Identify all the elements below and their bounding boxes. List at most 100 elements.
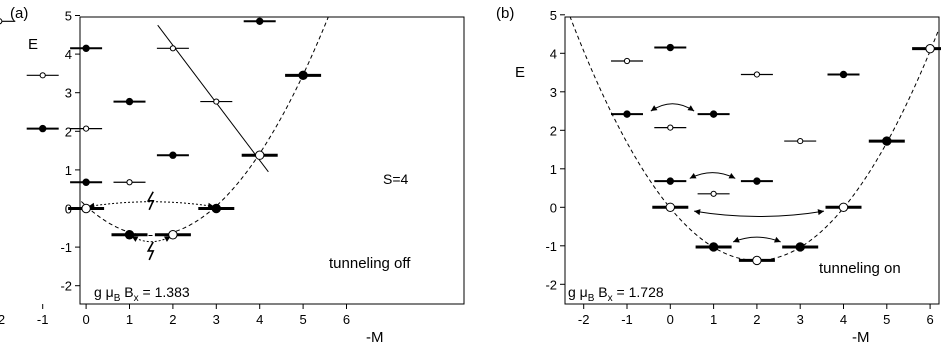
blocked-mark <box>146 191 155 211</box>
panel-b-label: (b) <box>496 5 514 22</box>
energy-level-point <box>168 230 178 240</box>
y-tick-label: 5 <box>65 9 72 24</box>
energy-level-point <box>211 203 222 214</box>
y-tick-label: 3 <box>65 86 72 101</box>
panel-b-ylabel: E <box>515 64 525 81</box>
x-tick-label: 2 <box>169 312 176 327</box>
panel-a-xlabel: -M <box>366 329 384 345</box>
panel-b-xlabel: -M <box>852 329 870 345</box>
energy-level-point <box>124 230 135 240</box>
spin-s4-line <box>157 24 269 173</box>
x-tick-label: 5 <box>299 312 306 327</box>
energy-level-point <box>39 124 47 133</box>
energy-level-point <box>665 202 675 213</box>
plot-frame <box>79 16 465 305</box>
tunneling-arc <box>694 210 825 218</box>
energy-level-point <box>666 43 674 52</box>
energy-level-point <box>125 97 134 106</box>
energy-level-point <box>0 18 3 25</box>
panel-a-curves <box>80 17 329 261</box>
panel-a-field-value: g μB Bx = 1.383 <box>94 284 190 304</box>
x-tick-label: 4 <box>256 312 263 327</box>
x-tick-label: -2 <box>0 312 5 327</box>
energy-level-point <box>39 72 46 79</box>
x-tick-label: 1 <box>126 312 133 327</box>
arrowhead <box>650 105 658 112</box>
y-tick-label: 3 <box>550 85 557 100</box>
energy-level-point <box>925 43 935 54</box>
panel-a-annotation: tunneling off <box>329 255 411 272</box>
arrowhead <box>728 173 736 179</box>
y-tick-label: -1 <box>60 240 72 255</box>
panel-a-ylabel: E <box>28 36 38 53</box>
arrowhead <box>689 173 697 179</box>
panel-b-curves <box>569 17 939 261</box>
x-tick-label: -1 <box>621 312 633 327</box>
panel-a-levels <box>0 17 322 240</box>
x-tick-label: 0 <box>82 312 89 327</box>
x-tick-label: 6 <box>343 312 350 327</box>
x-tick-label: 3 <box>213 312 220 327</box>
y-tick-label: 5 <box>550 8 557 23</box>
energy-level-point <box>667 124 674 131</box>
arrowhead <box>694 209 701 216</box>
energy-level-point <box>623 110 631 118</box>
x-tick-label: 6 <box>926 312 933 327</box>
x-tick-label: 5 <box>883 312 890 327</box>
energy-level-point <box>797 137 804 145</box>
energy-level-point <box>256 17 264 25</box>
energy-level-point <box>753 71 761 78</box>
panel-b-annotation: tunneling on <box>819 260 901 277</box>
panel-b: (b) E -M -2 -1 0 1 2 3 4 5 6 -2 -1 0 1 2 3 4 5 tunneling… <box>496 5 941 345</box>
energy-level-point <box>255 150 265 160</box>
x-tick-label: -1 <box>37 312 49 327</box>
y-tick-label: 2 <box>65 124 72 139</box>
arrowhead <box>774 236 781 243</box>
x-tick-label: 2 <box>753 312 760 327</box>
energy-level-point <box>709 110 718 118</box>
x-tick-label: 4 <box>840 312 847 327</box>
arrowhead <box>817 209 825 216</box>
plot-frame <box>564 16 940 305</box>
y-tick-label: 1 <box>65 163 72 178</box>
arrowhead <box>131 236 139 242</box>
energy-level-point <box>83 125 90 132</box>
tunneling-arc <box>88 201 215 208</box>
panel-b-levels <box>611 43 941 266</box>
parabola-curve <box>569 17 939 261</box>
panel-a-spin-label: S=4 <box>383 171 409 187</box>
tunneling-arc <box>689 172 736 179</box>
energy-level-point <box>838 202 849 213</box>
energy-level-point <box>213 98 220 105</box>
panel-a-label: (a) <box>10 5 28 22</box>
parabola-curve <box>80 17 329 237</box>
y-tick-label: -2 <box>545 277 557 292</box>
energy-level-point <box>298 70 308 81</box>
energy-level-point <box>623 57 631 65</box>
x-tick-label: 0 <box>667 312 674 327</box>
y-tick-label: -1 <box>545 239 557 254</box>
energy-level-point <box>708 242 719 252</box>
y-tick-label: 1 <box>550 162 557 177</box>
x-tick-label: 1 <box>710 312 717 327</box>
energy-level-point <box>169 45 176 52</box>
blocked-mark <box>146 241 155 261</box>
energy-level-point <box>81 203 91 214</box>
arrowhead <box>733 236 740 243</box>
x-tick-label: 3 <box>797 312 804 327</box>
y-tick-label: 4 <box>65 47 72 62</box>
arrowhead <box>164 236 171 242</box>
energy-level-point <box>710 190 717 197</box>
y-tick-label: 2 <box>550 123 557 138</box>
panel-b-field-value: g μB Bx = 1.728 <box>568 284 664 304</box>
energy-level-point <box>169 151 177 159</box>
energy-level-point <box>82 44 90 53</box>
energy-level-point <box>82 178 90 186</box>
panel-b-ticks: -2 -1 0 1 2 3 4 5 6 -2 -1 0 1 2 3 4 5 <box>545 8 933 327</box>
tunneling-arc <box>732 236 781 243</box>
arrowhead <box>687 105 695 112</box>
energy-level-point <box>882 136 892 146</box>
